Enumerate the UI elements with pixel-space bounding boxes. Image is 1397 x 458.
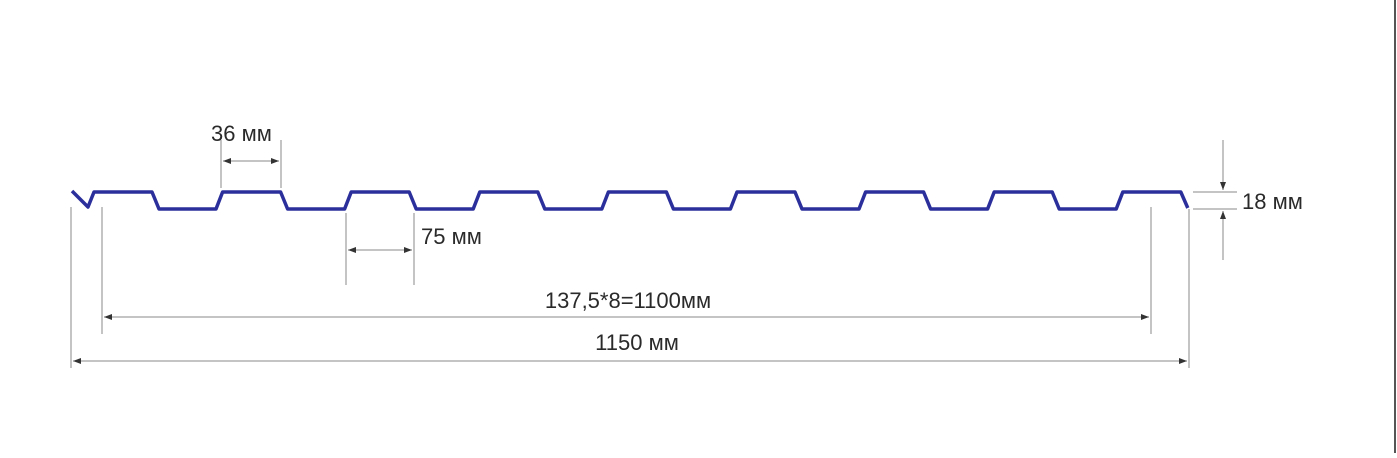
rib-bottom-width-label: 75 мм xyxy=(421,224,482,249)
total-width-label: 1150 мм xyxy=(595,330,679,355)
dimension-lines xyxy=(70,140,1237,368)
trapezoid-profile-line xyxy=(70,189,1190,211)
useful-width-label: 137,5*8=1100мм xyxy=(545,288,711,313)
rib-top-width-label: 36 мм xyxy=(211,121,272,146)
height-label: 18 мм xyxy=(1242,189,1303,214)
right-border xyxy=(1394,0,1396,453)
